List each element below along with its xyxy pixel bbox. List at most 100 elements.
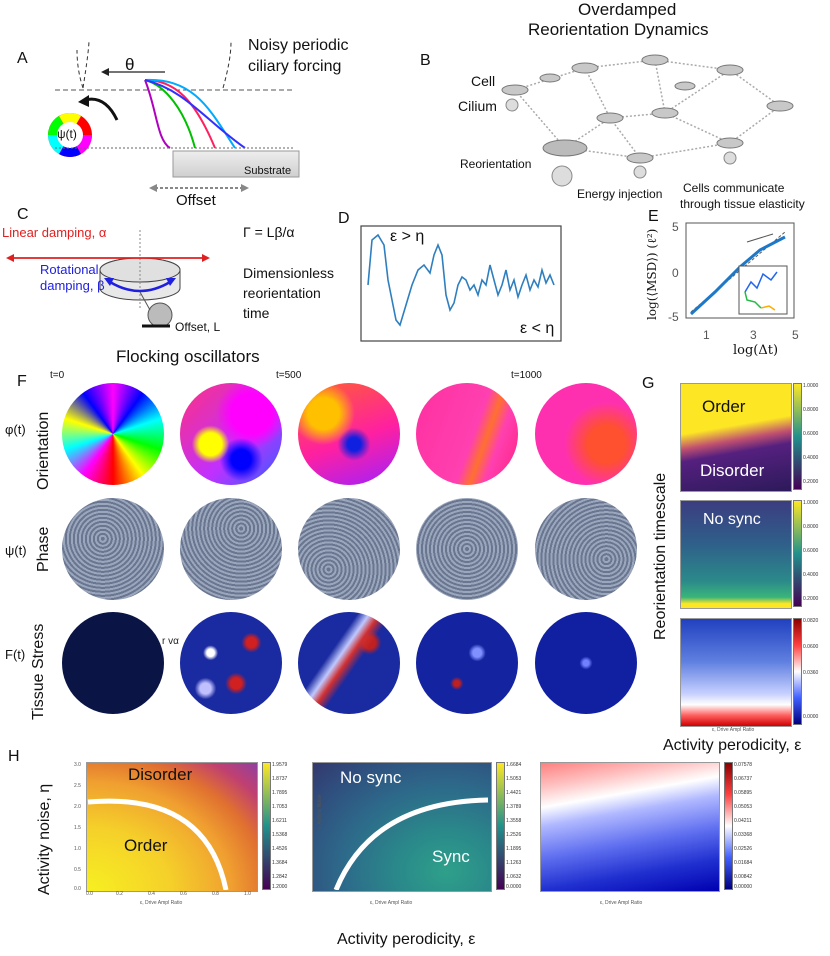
g-cbar-3 (793, 618, 802, 725)
g-cbar-3-ticks: 0.0820 0.0600 0.0360 0.0000 (803, 618, 829, 725)
stress-disk-t0 (62, 612, 164, 714)
t0-label: t=0 (50, 370, 65, 381)
orientation-disk-4 (416, 383, 518, 485)
g-cbar-1-tick: 0.6000 (803, 431, 819, 437)
ciliary-forcing-title-1: Noisy periodic (248, 37, 349, 54)
phase-disk-5 (535, 498, 637, 600)
eps-lt-eta-label: ε < η (520, 320, 555, 337)
offset-label: Offset (176, 192, 216, 209)
h-ytick: 1.0 (74, 846, 81, 852)
t500-label: t=500 (276, 370, 302, 381)
flocking-title: Flocking oscillators (116, 347, 260, 366)
h-cbar-1-tick: 1.9579 (272, 762, 288, 768)
h-ytick: 2.5 (74, 783, 81, 789)
msd-xtick-5: 5 (792, 328, 799, 342)
g-cbar-2 (793, 500, 802, 607)
h-cbar-2-tick: 1.1895 (506, 846, 522, 852)
stress-disk-3 (298, 612, 400, 714)
h-cbar-2-tick: 1.5053 (506, 776, 522, 782)
offset-l-label: Offset, L (175, 320, 221, 334)
panel-g-letter: G (642, 375, 655, 392)
h-cbar-1-tick: 1.2842 (272, 874, 288, 880)
panel-f-letter: F (17, 373, 27, 390)
h-sync-label: Sync (432, 847, 470, 866)
gamma-formula: Γ = Lβ/α (243, 224, 295, 240)
panel-c-letter: C (17, 206, 29, 223)
h-ytick: 0.0 (74, 886, 81, 892)
g-cbar-3-tick: 0.0600 (803, 644, 819, 650)
h-cbar-2-tick: 1.0632 (506, 874, 522, 880)
g-cbar-2-tick: 0.2000 (803, 596, 819, 602)
g-cbar-2-tick: 0.4000 (803, 572, 819, 578)
h-cbar-2 (496, 762, 505, 890)
h-cbar-1-tick: 1.7895 (272, 790, 288, 796)
msd-xtick-3: 3 (750, 328, 757, 342)
h-xtick: 0.0 (86, 891, 93, 897)
cilium-label: Cilium (458, 98, 497, 114)
communicate-label-2: through tissue elasticity (680, 197, 805, 211)
h-cbar-3-tick: 0.00842 (734, 874, 753, 880)
phase-wheel-icon (48, 113, 92, 157)
h-cbar-3-ticks: 0.07578 0.06737 0.05895 0.05053 0.04211 … (734, 762, 768, 890)
dimensionless-label-3: time (243, 305, 270, 321)
stress-disk-2 (180, 612, 282, 714)
linear-damping-label: Linear damping, α (2, 225, 107, 240)
h-cbar-2-tick: 1.3789 (506, 804, 522, 810)
h-cbar-3-tick: 0.03368 (734, 832, 753, 838)
activity-trace-plot (360, 225, 562, 342)
h-cbar-2-tick: 1.3558 (506, 818, 522, 824)
h-cbar-1-tick: 1.5368 (272, 832, 288, 838)
psi-row-label: ψ(t) (5, 543, 27, 558)
h1-yticks: 3.0 2.5 2.0 1.5 1.0 0.5 0.0 (74, 762, 86, 892)
h-disorder-label: Disorder (128, 765, 193, 784)
g-cbar-2-tick: 0.8000 (803, 524, 819, 530)
orientation-label: Orientation (35, 411, 52, 490)
orientation-disk-2 (180, 383, 282, 485)
g-cbar-2-ticks: 1.0000 0.8000 0.6000 0.4000 0.2000 (803, 500, 829, 607)
msd-ylabel: log(⟨MSD⟩) (ℓ²) (645, 228, 659, 320)
tissue-network-diagram (501, 54, 794, 187)
msd-ytick-top: 5 (672, 220, 679, 234)
msd-ytick-bot: -5 (668, 310, 679, 324)
h-cbar-1-tick: 1.7053 (272, 804, 288, 810)
g-cbar-1-ticks: 1.0000 0.8000 0.6000 0.4000 0.2000 (803, 383, 829, 490)
h-cbar-2-tick: 1.6684 (506, 762, 522, 768)
stress-disk-4 (416, 612, 518, 714)
overlay-text: r vα (162, 636, 179, 647)
h-order-label: Order (124, 836, 168, 855)
h-ytick: 0.5 (74, 867, 81, 873)
g-nosync-label: No sync (703, 511, 761, 528)
h1-xticks: 0.0 0.2 0.4 0.6 0.8 1.0 (86, 891, 256, 899)
energy-injection-label: Energy injection (577, 187, 663, 201)
h-cbar-3-tick: 0.05895 (734, 790, 753, 796)
h1-map-xlabel: ε, Drive Ampl Ratio (140, 900, 183, 906)
h-cbar-1-tick: 1.6211 (272, 818, 287, 824)
orientation-disk-t0 (62, 383, 164, 485)
h-sync-map (312, 762, 492, 892)
panel-e-letter: E (648, 208, 659, 225)
phase-label: Phase (35, 526, 52, 572)
panel-h-letter: H (8, 748, 20, 765)
g-cbar-3-tick: 0.0820 (803, 618, 819, 624)
ciliary-forcing-title-2: ciliary forcing (248, 58, 342, 75)
phase-disk-2 (180, 498, 282, 600)
h2-map-xlabel: ε, Drive Ampl Ratio (370, 900, 413, 906)
reorientation-timescale-label: Reorientation timescale (652, 472, 669, 640)
h-cbar-3-tick: 0.04211 (734, 818, 752, 824)
t1000-label: t=1000 (511, 370, 542, 381)
substrate-label: Substrate (244, 165, 292, 177)
msd-ytick-mid: 0 (672, 266, 679, 280)
eps-gt-eta-label: ε > η (390, 228, 425, 245)
orientation-disk-3 (298, 383, 400, 485)
h2-map-ylabel: η, Activity Noise (317, 794, 323, 830)
g-xlabel: Activity perodicity, ε (663, 737, 802, 754)
h-xtick: 0.8 (212, 891, 219, 897)
panel-d-letter: D (338, 210, 350, 227)
h-cbar-1-tick: 1.2000 (272, 884, 288, 890)
h-cbar-3-tick: 0.00000 (734, 884, 753, 890)
h-xtick: 0.6 (180, 891, 187, 897)
h-cbar-2-tick: 1.1263 (506, 860, 522, 866)
g-cbar-1-tick: 1.0000 (803, 383, 819, 389)
g-cbar-3-tick: 0.0000 (803, 714, 819, 720)
msd-xlabel: log(Δt) (733, 343, 779, 358)
